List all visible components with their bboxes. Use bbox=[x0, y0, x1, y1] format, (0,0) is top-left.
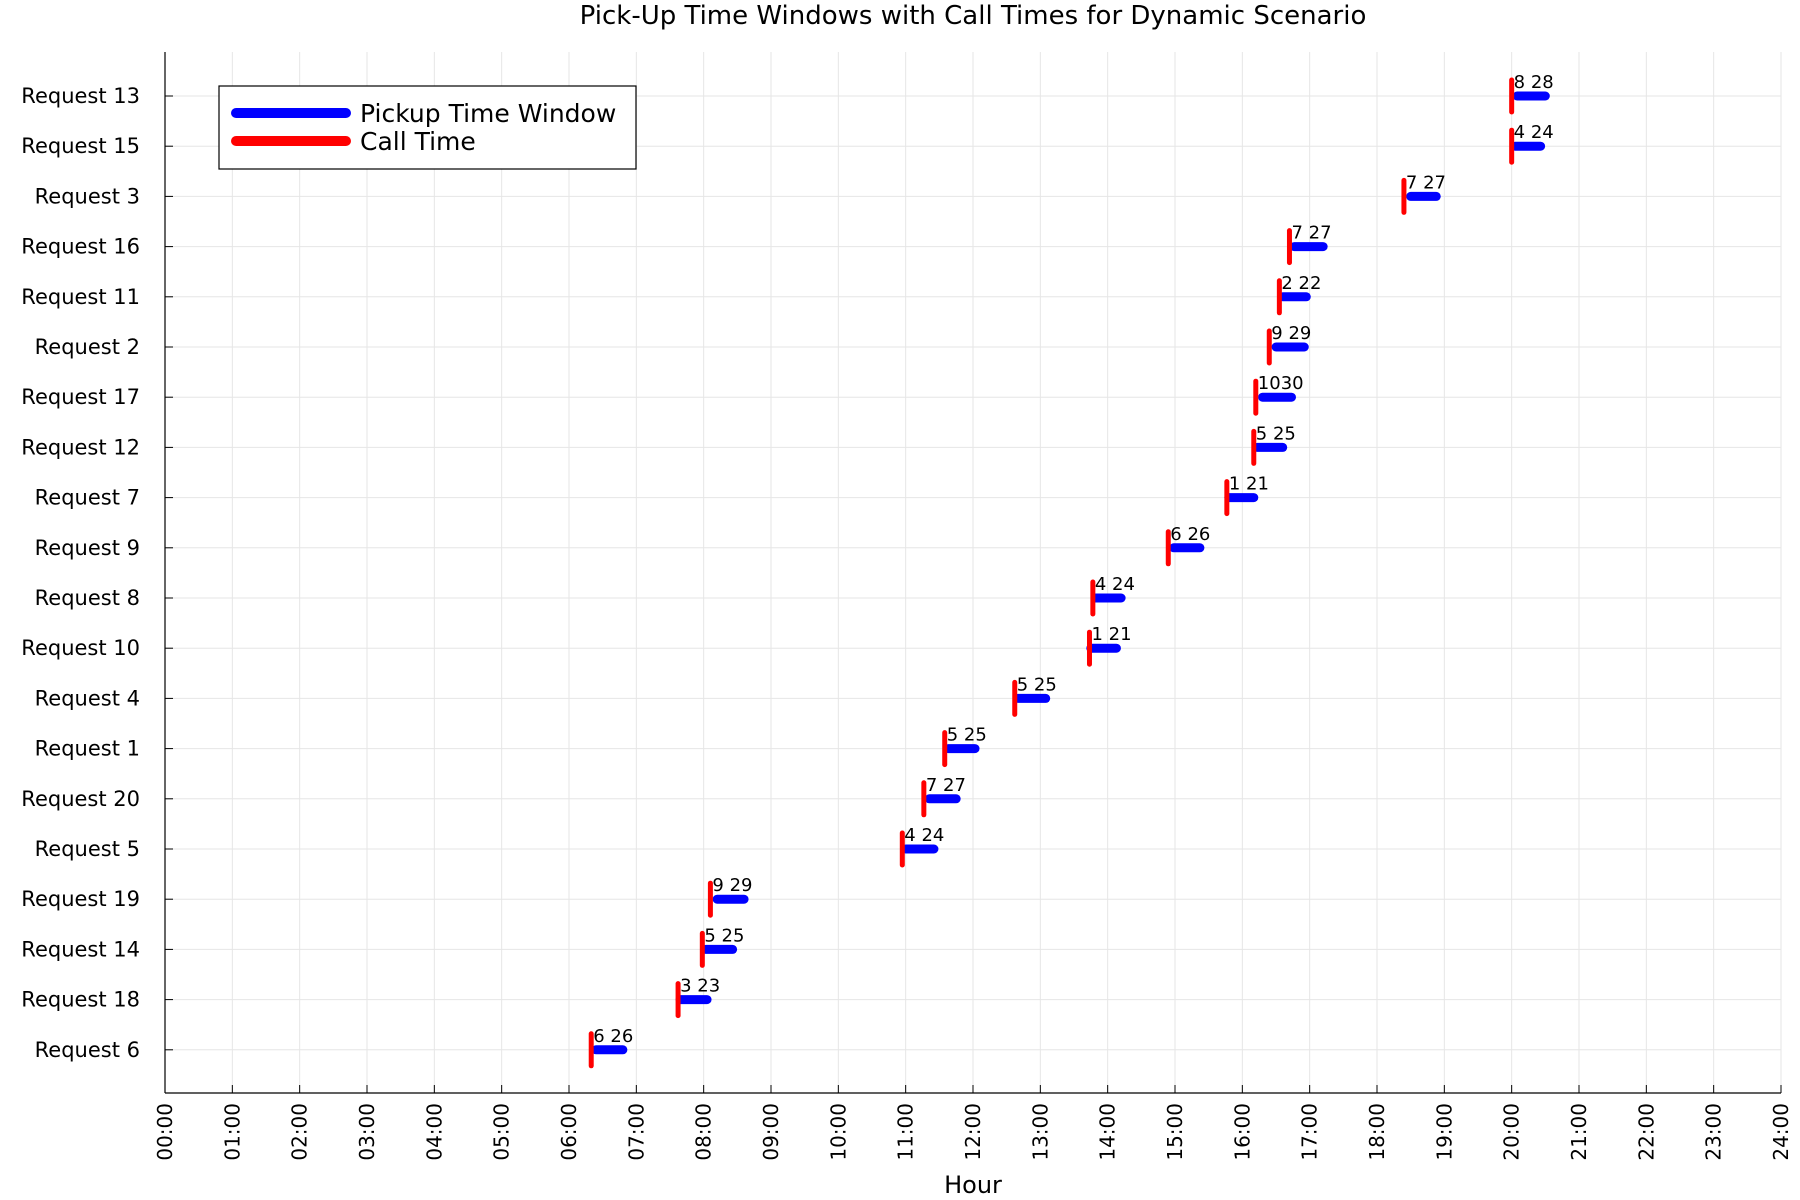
x-tick-label: 22:00 bbox=[1634, 1103, 1658, 1161]
x-tick-label: 06:00 bbox=[557, 1103, 581, 1161]
window-annotation: 1030 bbox=[1258, 373, 1304, 394]
x-tick-label: 19:00 bbox=[1432, 1103, 1456, 1161]
y-tick-label: Request 11 bbox=[21, 285, 140, 309]
x-tick-label: 23:00 bbox=[1702, 1103, 1726, 1161]
x-tick-label: 02:00 bbox=[288, 1103, 312, 1161]
y-tick-label: Request 5 bbox=[35, 837, 140, 861]
axes: 00:00 01:00 02:00 03:00 04:00 05:00 06:00 07:00… bbox=[21, 52, 1793, 1161]
x-tick-label: 20:00 bbox=[1500, 1103, 1524, 1161]
x-tick-label: 17:00 bbox=[1298, 1103, 1322, 1161]
window-annotation: 9 29 bbox=[1271, 323, 1311, 344]
x-tick-label: 07:00 bbox=[624, 1103, 648, 1161]
x-tick-label: 11:00 bbox=[894, 1103, 918, 1161]
window-annotation: 5 25 bbox=[1256, 423, 1296, 444]
y-tick-label: Request 19 bbox=[21, 887, 140, 911]
y-tick-label: Request 4 bbox=[35, 686, 140, 710]
legend-label-call: Call Time bbox=[360, 127, 476, 156]
window-annotation: 8 28 bbox=[1514, 72, 1554, 93]
legend-box bbox=[218, 85, 637, 170]
window-annotation: 7 27 bbox=[1406, 172, 1446, 193]
window-annotation: 4 24 bbox=[904, 825, 944, 846]
y-tick-label: Request 8 bbox=[35, 586, 140, 610]
y-tick-label: Request 13 bbox=[21, 84, 140, 108]
y-tick-label: Request 6 bbox=[35, 1038, 140, 1062]
y-tick-label: Request 2 bbox=[35, 335, 140, 359]
x-tick-label: 09:00 bbox=[759, 1103, 783, 1161]
x-tick-label: 10:00 bbox=[826, 1103, 850, 1161]
x-tick-label: 16:00 bbox=[1230, 1103, 1254, 1161]
window-annotation: 4 24 bbox=[1514, 122, 1554, 143]
x-tick-label: 01:00 bbox=[220, 1103, 244, 1161]
grid bbox=[164, 52, 1782, 1093]
window-annotation: 2 22 bbox=[1281, 273, 1321, 294]
window-annotation: 5 25 bbox=[1017, 674, 1057, 695]
y-tick-label: Request 20 bbox=[21, 787, 140, 811]
y-tick-label: Request 10 bbox=[21, 636, 140, 660]
window-annotation: 1 21 bbox=[1229, 474, 1269, 495]
y-tick-label: Request 9 bbox=[35, 536, 140, 560]
legend-label-pickup: Pickup Time Window bbox=[360, 99, 616, 128]
chart-marks: 8 28 4 24 7 27 7 27 2 22 9 29 1030 5 25 1 21 6 26… bbox=[588, 72, 1554, 1069]
y-tick-label: Request 17 bbox=[21, 385, 140, 409]
window-annotation: 4 24 bbox=[1095, 574, 1135, 595]
x-tick-label: 12:00 bbox=[961, 1103, 985, 1161]
y-tick-label: Request 3 bbox=[35, 184, 140, 208]
x-tick-label: 00:00 bbox=[153, 1103, 177, 1161]
window-annotation: 6 26 bbox=[1170, 524, 1210, 545]
x-tick-label: 03:00 bbox=[355, 1103, 379, 1161]
window-annotation: 5 25 bbox=[704, 925, 744, 946]
y-tick-label: Request 15 bbox=[21, 134, 140, 158]
x-tick-label: 14:00 bbox=[1096, 1103, 1120, 1161]
window-annotation: 1 21 bbox=[1091, 624, 1131, 645]
window-annotation: 5 25 bbox=[947, 725, 987, 746]
x-tick-label: 24:00 bbox=[1769, 1103, 1793, 1161]
window-annotation: 9 29 bbox=[712, 875, 752, 896]
x-tick-label: 13:00 bbox=[1028, 1103, 1052, 1161]
legend: Pickup Time Window Call Time bbox=[218, 85, 637, 170]
y-tick-label: Request 14 bbox=[21, 937, 140, 961]
window-annotation: 3 23 bbox=[680, 976, 720, 997]
window-annotation: 7 27 bbox=[926, 775, 966, 796]
chart-title: Pick-Up Time Windows with Call Times for… bbox=[580, 1, 1367, 31]
x-tick-label: 08:00 bbox=[692, 1103, 716, 1161]
x-tick-label: 18:00 bbox=[1365, 1103, 1389, 1161]
y-tick-label: Request 12 bbox=[21, 435, 140, 459]
y-tick-label: Request 18 bbox=[21, 988, 140, 1012]
x-tick-label: 05:00 bbox=[490, 1103, 514, 1161]
y-tick-label: Request 16 bbox=[21, 235, 140, 259]
x-tick-label: 15:00 bbox=[1163, 1103, 1187, 1161]
y-tick-label: Request 1 bbox=[35, 737, 140, 761]
x-tick-label: 21:00 bbox=[1567, 1103, 1591, 1161]
window-annotation: 7 27 bbox=[1291, 223, 1331, 244]
y-tick-label: Request 7 bbox=[35, 486, 140, 510]
x-axis-label: Hour bbox=[944, 1171, 1002, 1199]
x-tick-label: 04:00 bbox=[422, 1103, 446, 1161]
window-annotation: 6 26 bbox=[593, 1026, 633, 1047]
